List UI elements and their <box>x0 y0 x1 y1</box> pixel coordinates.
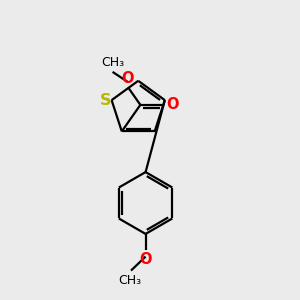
Text: O: O <box>121 71 133 86</box>
Text: CH₃: CH₃ <box>118 274 141 286</box>
Text: S: S <box>99 93 111 108</box>
Text: O: O <box>139 253 152 268</box>
Text: O: O <box>166 98 179 112</box>
Text: CH₃: CH₃ <box>101 56 124 69</box>
